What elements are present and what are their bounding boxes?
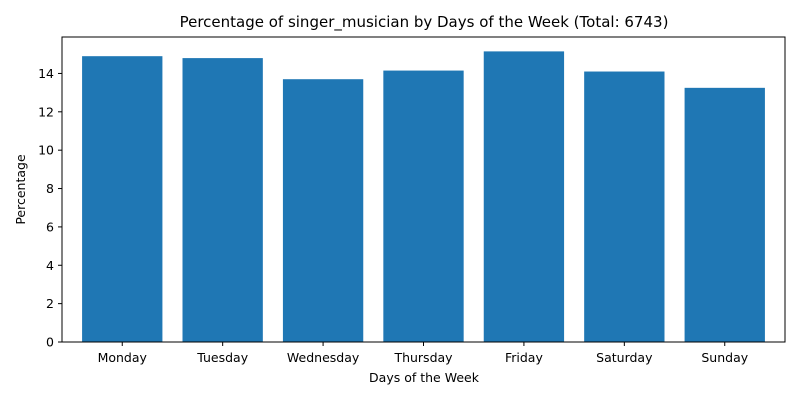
x-tick-label: Tuesday <box>196 350 248 365</box>
y-tick-label: 12 <box>38 104 54 119</box>
y-tick-label: 14 <box>38 66 54 81</box>
bar-thursday <box>383 70 464 342</box>
x-tick-label: Thursday <box>393 350 453 365</box>
y-tick-label: 8 <box>46 181 54 196</box>
bar-saturday <box>584 71 665 342</box>
y-tick-label: 2 <box>46 296 54 311</box>
x-axis-label: Days of the Week <box>369 370 480 385</box>
x-tick-label: Wednesday <box>287 350 360 365</box>
x-tick-label: Monday <box>98 350 148 365</box>
y-tick-label: 10 <box>38 143 54 158</box>
x-tick-label: Friday <box>505 350 543 365</box>
x-axis-ticks: Monday Tuesday Wednesday Thursday Friday Satu… <box>98 342 749 365</box>
y-axis-ticks: 0 2 4 6 8 10 12 14 <box>38 66 62 350</box>
y-tick-label: 4 <box>46 258 54 273</box>
x-tick-label: Saturday <box>596 350 653 365</box>
bar-tuesday <box>182 58 263 343</box>
bar-friday <box>483 51 565 343</box>
bars-group <box>82 51 765 343</box>
y-axis-label: Percentage <box>13 154 28 225</box>
plot-frame <box>61 36 786 343</box>
y-tick-label: 0 <box>46 335 54 350</box>
bar-monday <box>82 56 163 343</box>
bar-wednesday <box>282 79 364 342</box>
chart-title: Percentage of singer_musician by Days of… <box>180 13 669 32</box>
y-tick-label: 6 <box>46 219 54 234</box>
x-tick-label: Sunday <box>701 350 748 365</box>
bar-sunday <box>684 87 765 342</box>
